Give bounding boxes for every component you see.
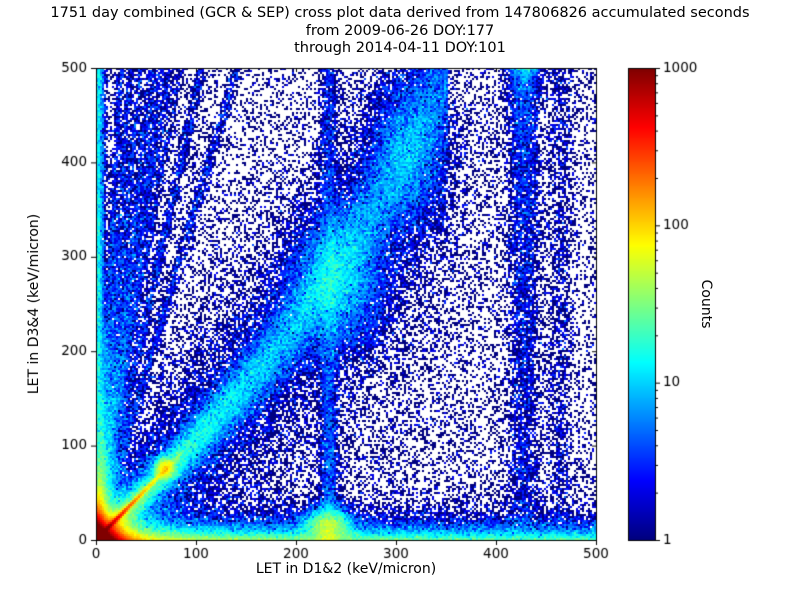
chart-title-line-2: from 2009-06-26 DOY:177 <box>305 23 495 39</box>
chart-title-line-1: 1751 day combined (GCR & SEP) cross plot… <box>50 5 750 21</box>
y-axis-label: LET in D3&4 (keV/micron) <box>26 213 42 395</box>
chart-title-line-3: through 2014-04-11 DOY:101 <box>294 40 506 56</box>
colorbar-label: Counts <box>698 279 714 329</box>
x-axis-label: LET in D1&2 (keV/micron) <box>255 561 437 577</box>
